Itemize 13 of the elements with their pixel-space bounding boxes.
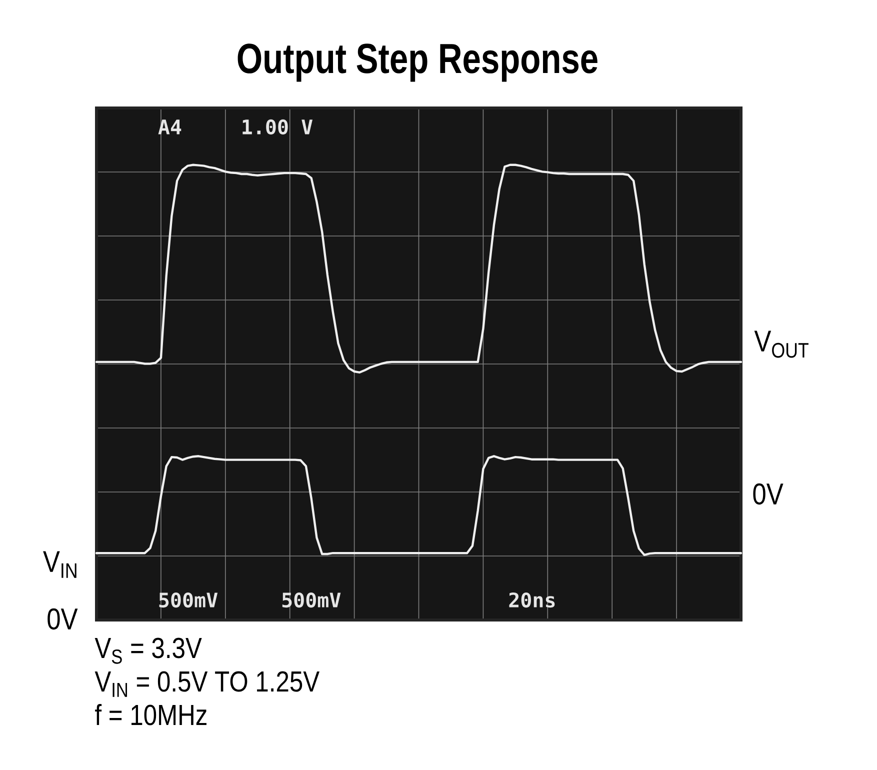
text: 0V xyxy=(753,483,784,505)
text: V$_{S}$ = 3.3V xyxy=(94,638,202,664)
text: V$_{IN}$ = 0.5V TO 1.25V xyxy=(94,671,320,697)
series-label: V$_{OUT}$ xyxy=(754,330,808,358)
text: 1.00 V xyxy=(242,119,313,134)
series-label: V$_{IN}$ xyxy=(43,551,76,578)
chart-title: Output Step Response xyxy=(238,44,598,82)
text: 0V xyxy=(48,608,78,630)
annotation: 500mV xyxy=(159,592,218,608)
annotation: 20ns xyxy=(509,592,555,608)
text: A4 xyxy=(158,120,182,134)
text: f = 10MHz xyxy=(95,704,206,726)
annotation: 500mV xyxy=(282,592,341,608)
